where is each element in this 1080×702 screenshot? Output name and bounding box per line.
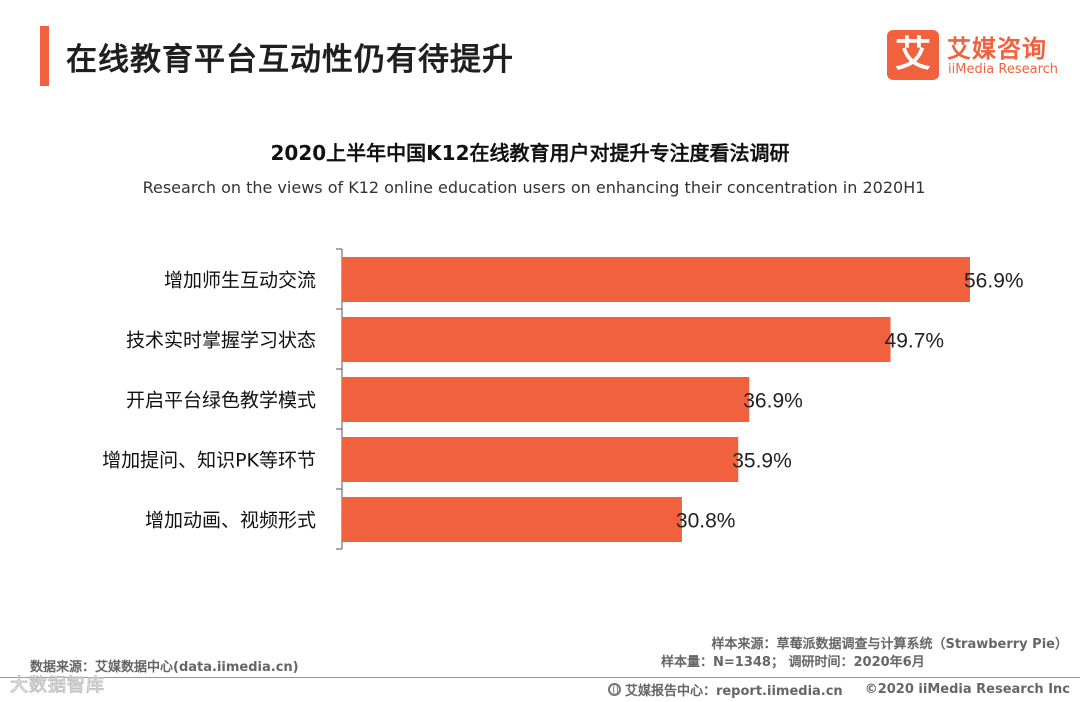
logo-cn-text: 艾媒咨询 [947,35,1047,63]
value-label: 56.9% [964,270,1024,293]
bar [342,257,970,302]
value-label: 49.7% [885,330,945,353]
bar [342,377,750,422]
iimedia-logo: 艾 艾媒咨询 iiMedia Research [887,30,1067,82]
value-label: 30.8% [676,510,736,533]
bar [342,497,682,542]
chart-subtitle: Research on the views of K12 online educ… [142,178,926,197]
footer-bottom: 艾媒报告中心：report.iimedia.cn ©2020 iiMedia R… [607,680,1070,699]
value-label: 35.9% [732,450,792,473]
sample-info: 样本量：N=1348； 调研时间：2020年6月 [661,655,925,670]
bar [342,437,739,482]
copyright: ©2020 iiMedia Research Inc [864,682,1070,697]
category-label: 增加动画、视频形式 [145,510,316,532]
chart-title: 2020上半年中国K12在线教育用户对提升专注度看法调研 [270,141,790,165]
title-accent-bar [40,26,49,86]
category-label: 技术实时掌握学习状态 [126,330,316,352]
logo-mark-icon: 艾 [887,30,939,80]
category-label: 增加提问、知识PK等环节 [102,450,316,472]
data-source: 数据来源：艾媒数据中心(data.iimedia.cn) [30,660,299,675]
globe-icon [607,683,621,696]
footer-divider [0,677,1080,678]
value-label: 36.9% [743,390,803,413]
watermark: 大数据智库 [10,675,105,697]
category-label: 开启平台绿色教学模式 [126,390,316,412]
category-label: 增加师生互动交流 [164,270,316,292]
page-title: 在线教育平台互动性仍有待提升 [66,42,514,78]
sample-source: 样本来源：草莓派数据调查与计算系统（Strawberry Pie） [711,637,1068,652]
bar [342,317,891,362]
logo-en-text: iiMedia Research [948,62,1059,77]
report-center: 艾媒报告中心：report.iimedia.cn [624,684,843,699]
